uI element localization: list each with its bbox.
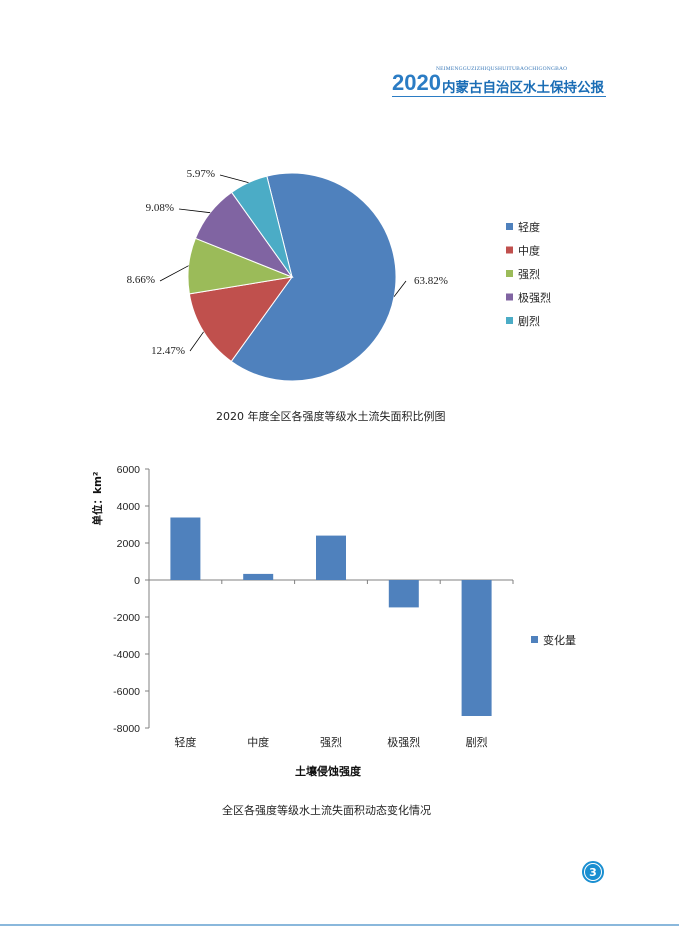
page-number-badge: 3 <box>582 861 604 883</box>
pie-slice-1 <box>188 276 294 363</box>
bar-x-tick-label-4: 剧烈 <box>466 735 488 749</box>
pie-legend-label-3: 极强烈 <box>518 291 551 305</box>
bar-x-tick-label-0: 轻度 <box>174 735 196 749</box>
pie-data-label-2: 8.66% <box>127 274 155 286</box>
bar-0 <box>170 517 201 580</box>
pie-data-label-0: 63.82% <box>414 275 448 287</box>
bar-x-tick-label-1: 中度 <box>247 735 269 749</box>
bar-4 <box>461 580 492 716</box>
bar-y-tick-label-0: 6000 <box>117 464 141 476</box>
pie-legend-label-1: 中度 <box>518 244 540 258</box>
header-year: 2020 <box>392 70 441 95</box>
pie-legend-label-4: 剧烈 <box>518 314 540 328</box>
page-number: 3 <box>585 864 601 880</box>
pie-legend-swatch-1 <box>506 246 513 254</box>
pie-legend-swatch-0 <box>506 223 513 230</box>
bar-chart: 6000 4000 2000 0 -2000 -4000 -6000 -8000 轻度 中度 强烈 极… <box>91 464 576 778</box>
pie-legend-swatch-4 <box>506 317 513 324</box>
bar-y-tick-label-3: 0 <box>134 575 140 587</box>
pie-data-label-4: 5.97% <box>187 168 215 180</box>
header-rule <box>392 96 606 97</box>
bar-y-tick-label-5: -4000 <box>113 649 140 661</box>
bar-1 <box>243 573 274 580</box>
bar-legend-label: 变化量 <box>543 633 576 647</box>
bar-x-tick-label-3: 极强烈 <box>387 735 420 749</box>
bar-legend-swatch <box>531 636 538 643</box>
pie-data-label-3: 9.08% <box>146 202 174 214</box>
pie-slice-4 <box>230 175 293 278</box>
bar-x-tick-label-2: 强烈 <box>320 735 342 749</box>
bar-y-tick-label-7: -8000 <box>113 723 140 735</box>
bar-x-axis-title: 土壤侵蚀强度 <box>295 764 362 778</box>
bar-y-tick-label-2: 2000 <box>117 538 141 550</box>
bar-3 <box>388 580 419 608</box>
pie-leader-3 <box>178 208 211 214</box>
pie-data-label-1: 12.47% <box>151 345 185 357</box>
bar-y-tick-label-1: 4000 <box>117 501 141 513</box>
pie-legend-label-2: 强烈 <box>518 267 540 281</box>
pie-legend-label-0: 轻度 <box>518 220 540 234</box>
bar-2 <box>316 535 346 580</box>
report-header: NEIMENGGUZIZHIQUSHUITUBAOCHIGONGBAO 2020… <box>392 64 612 100</box>
pie-leader-4 <box>219 174 249 183</box>
pie-leader-0 <box>393 280 407 297</box>
pie-chart-caption: 2020 年度全区各强度等级水土流失面积比例图 <box>216 410 446 423</box>
bar-chart-caption: 全区各强度等级水土流失面积动态变化情况 <box>222 804 431 817</box>
pie-leader-1 <box>189 331 204 352</box>
bar-y-axis-title: 单位：km² <box>91 471 104 525</box>
pie-leader-2 <box>159 265 189 282</box>
bar-y-tick-label-4: -2000 <box>113 612 140 624</box>
bar-y-tick-label-6: -6000 <box>113 686 140 698</box>
header-pinyin: NEIMENGGUZIZHIQUSHUITUBAOCHIGONGBAO <box>436 66 568 72</box>
pie-legend-swatch-2 <box>506 270 513 277</box>
pie-legend-swatch-3 <box>506 293 513 301</box>
footer-rule <box>0 924 679 926</box>
header-title: 内蒙古自治区水土保持公报 <box>442 80 604 96</box>
